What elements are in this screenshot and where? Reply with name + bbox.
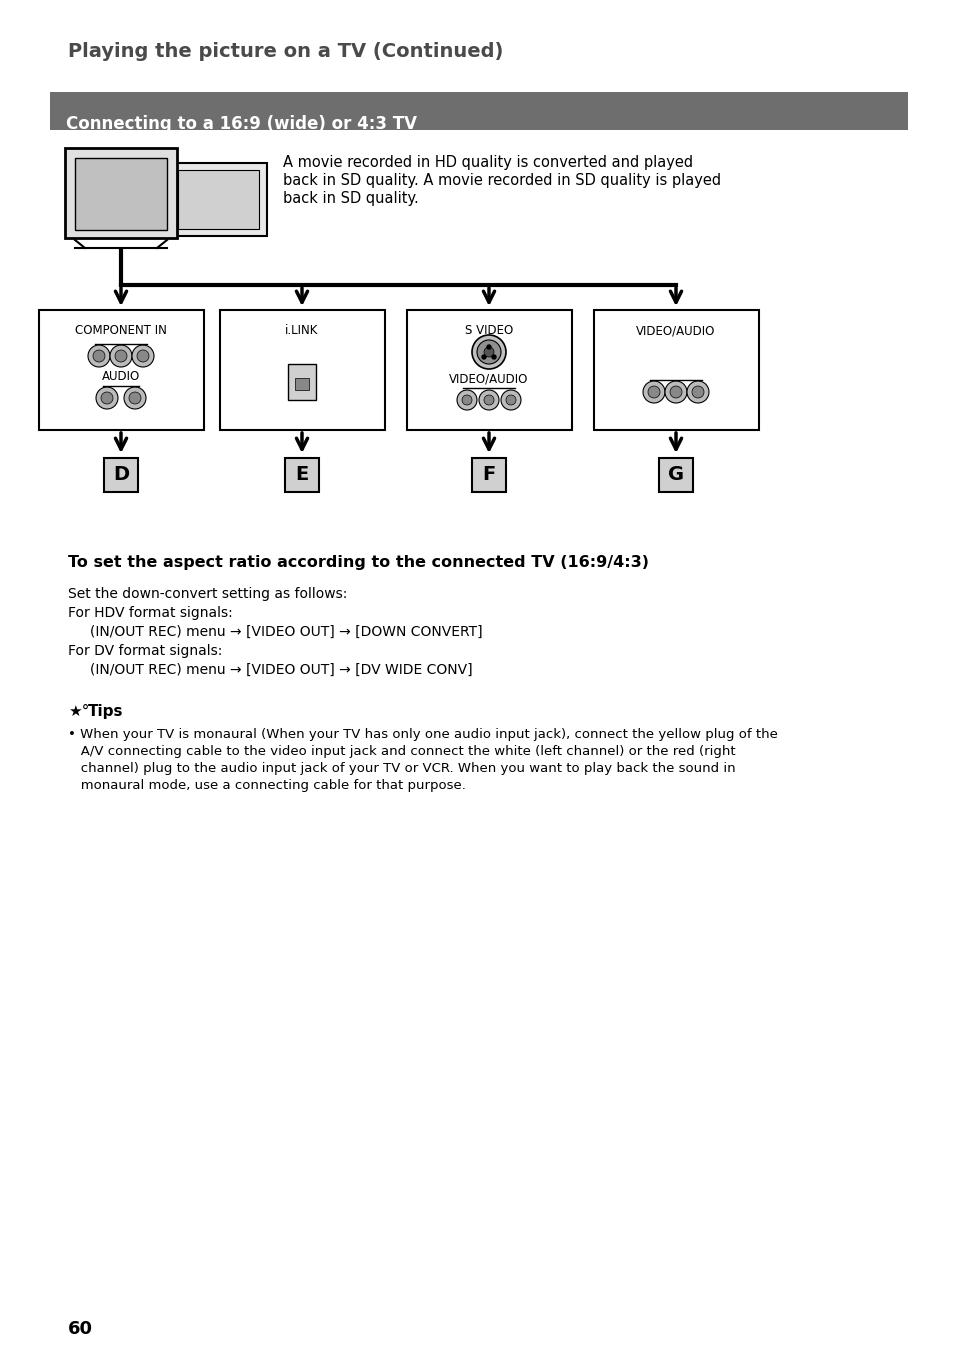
Bar [220,309,385,430]
Text: S VIDEO: S VIDEO [464,324,513,337]
Circle shape [486,345,491,349]
Text: (IN/OUT REC) menu → [VIDEO OUT] → [DV WIDE CONV]: (IN/OUT REC) menu → [VIDEO OUT] → [DV WI… [68,664,472,677]
Circle shape [476,341,500,364]
Bar [104,459,138,493]
Bar [594,309,759,430]
Circle shape [472,335,505,369]
Circle shape [478,389,498,410]
Bar [65,148,177,237]
Text: For HDV format signals:: For HDV format signals: [68,607,233,620]
Circle shape [92,350,105,362]
Circle shape [124,387,146,408]
Circle shape [505,395,516,404]
Text: Set the down-convert setting as follows:: Set the down-convert setting as follows: [68,588,347,601]
Circle shape [691,385,703,398]
Bar [288,364,315,400]
Text: G: G [667,465,683,484]
Circle shape [96,387,118,408]
Bar [285,459,318,493]
Bar [39,309,204,430]
Text: COMPONENT IN: COMPONENT IN [75,324,167,337]
Circle shape [129,392,141,404]
Bar [50,92,907,130]
Bar [178,170,258,229]
Text: A movie recorded in HD quality is converted and played: A movie recorded in HD quality is conver… [283,155,693,170]
Circle shape [88,345,110,366]
Text: i.LINK: i.LINK [285,324,318,337]
Circle shape [115,350,127,362]
Bar [659,459,692,493]
Bar [294,379,309,389]
Text: To set the aspect ratio according to the connected TV (16:9/4:3): To set the aspect ratio according to the… [68,555,648,570]
Circle shape [492,356,496,360]
Text: D: D [112,465,129,484]
Circle shape [686,381,708,403]
Bar [75,157,167,229]
Text: channel) plug to the audio input jack of your TV or VCR. When you want to play b: channel) plug to the audio input jack of… [68,763,735,775]
Text: F: F [482,465,496,484]
Circle shape [461,395,472,404]
Bar [407,309,572,430]
Bar [170,163,267,236]
Text: AUDIO: AUDIO [102,370,140,383]
Text: VIDEO/AUDIO: VIDEO/AUDIO [449,372,528,385]
Text: For DV format signals:: For DV format signals: [68,645,222,658]
Text: back in SD quality. A movie recorded in SD quality is played: back in SD quality. A movie recorded in … [283,172,720,189]
Circle shape [647,385,659,398]
Circle shape [132,345,153,366]
Circle shape [664,381,686,403]
Text: E: E [295,465,309,484]
Circle shape [669,385,681,398]
Text: back in SD quality.: back in SD quality. [283,191,418,206]
Circle shape [110,345,132,366]
Text: 60: 60 [68,1320,92,1338]
Text: ★°: ★° [68,704,90,719]
Text: • When your TV is monaural (When your TV has only one audio input jack), connect: • When your TV is monaural (When your TV… [68,727,777,741]
Circle shape [456,389,476,410]
Text: monaural mode, use a connecting cable for that purpose.: monaural mode, use a connecting cable fo… [68,779,465,792]
Circle shape [500,389,520,410]
Circle shape [483,395,494,404]
Circle shape [481,356,485,360]
Circle shape [137,350,149,362]
Text: A/V connecting cable to the video input jack and connect the white (left channel: A/V connecting cable to the video input … [68,745,735,759]
Text: Tips: Tips [88,704,123,719]
Text: VIDEO/AUDIO: VIDEO/AUDIO [636,324,715,337]
Text: Connecting to a 16:9 (wide) or 4:3 TV: Connecting to a 16:9 (wide) or 4:3 TV [66,115,416,133]
Text: Playing the picture on a TV (Continued): Playing the picture on a TV (Continued) [68,42,503,61]
Circle shape [101,392,112,404]
Circle shape [642,381,664,403]
Bar [472,459,505,493]
Circle shape [483,347,494,357]
Text: (IN/OUT REC) menu → [VIDEO OUT] → [DOWN CONVERT]: (IN/OUT REC) menu → [VIDEO OUT] → [DOWN … [68,626,482,639]
